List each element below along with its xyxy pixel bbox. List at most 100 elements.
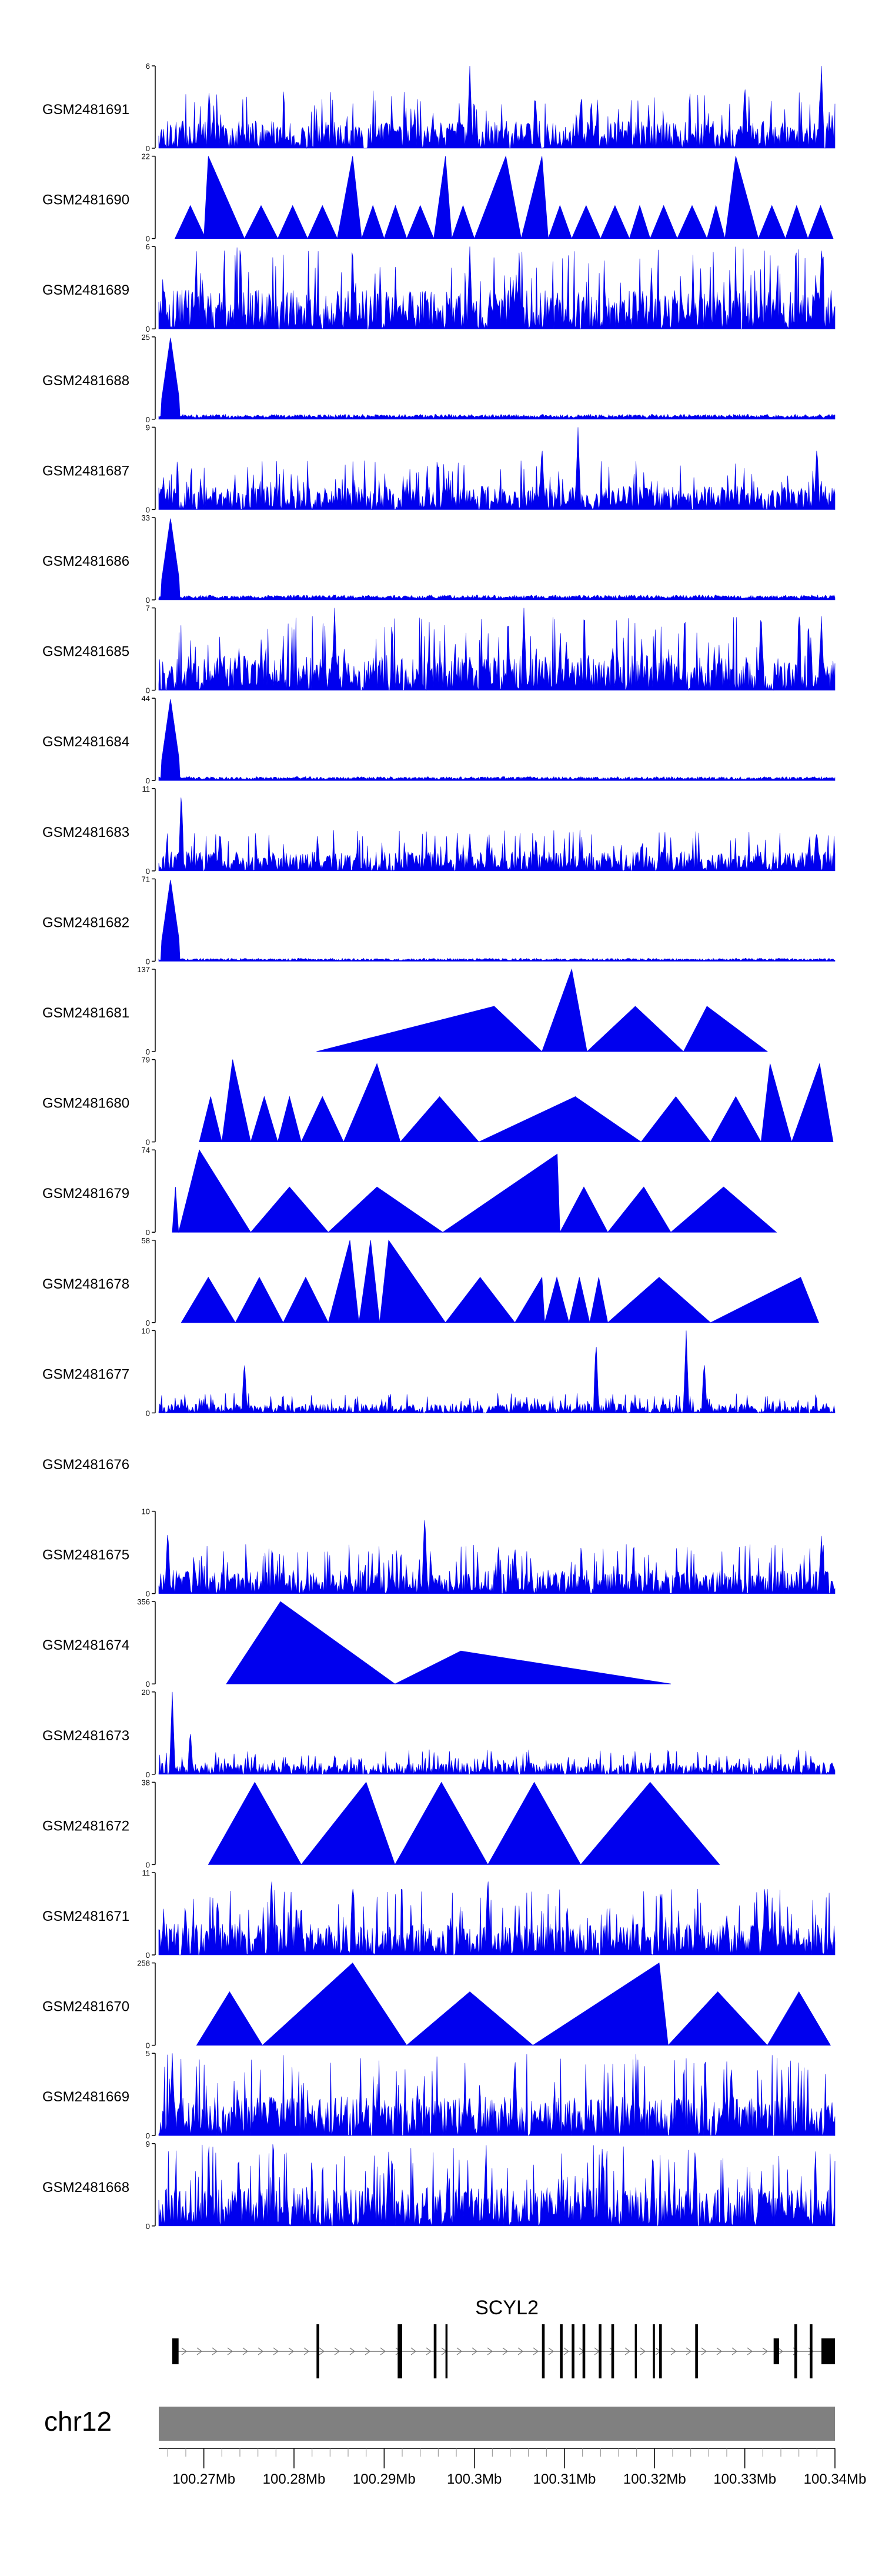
track-GSM2481689: GSM2481689 6 0	[42, 242, 836, 333]
coverage-peak	[307, 205, 338, 239]
track-label: GSM2481668	[42, 2180, 129, 2195]
coverage-peak	[262, 1962, 407, 2046]
track-GSM2481672: GSM2481672 38 0	[42, 1778, 720, 1869]
strand-arrow	[777, 2347, 783, 2355]
y-max-label: 7	[146, 604, 150, 613]
coverage-peak	[474, 155, 522, 239]
coverage-peak	[532, 1962, 669, 2046]
track-GSM2481677: GSM2481677 10 0	[42, 1326, 836, 1417]
coverage-peak	[383, 205, 407, 239]
coverage-peak	[767, 1991, 831, 2046]
track-label: GSM2481684	[42, 734, 129, 750]
y-max-label: 58	[142, 1236, 150, 1245]
track-label: GSM2481674	[42, 1637, 129, 1653]
y-min-label: 0	[146, 235, 150, 243]
track-label: GSM2481681	[42, 1005, 129, 1021]
y-min-label: 0	[146, 1047, 150, 1056]
track-GSM2481669: GSM2481669 5 0	[42, 2049, 836, 2140]
gene-exon	[572, 2324, 574, 2378]
track-label: GSM2481682	[42, 915, 129, 930]
gene-track: SCYL2	[172, 2297, 835, 2378]
coverage-area	[158, 518, 836, 600]
coverage-peak	[758, 205, 786, 239]
track-GSM2481676: GSM2481676	[42, 1457, 129, 1473]
coverage-peak	[361, 205, 385, 239]
track-GSM2481678: GSM2481678 58 0	[42, 1236, 819, 1327]
track-GSM2481679: GSM2481679 74 0	[42, 1146, 777, 1237]
track-label: GSM2481686	[42, 553, 129, 569]
coverage-peak	[520, 156, 549, 239]
strand-arrow	[273, 2347, 279, 2355]
coverage-peak	[395, 1781, 489, 1865]
gene-exon	[821, 2338, 835, 2364]
coverage-area	[158, 1881, 836, 1956]
coverage-peak	[277, 205, 308, 239]
strand-arrow	[410, 2347, 416, 2355]
coverage-peak	[785, 205, 808, 239]
coverage-peak	[586, 1006, 684, 1052]
coverage-peak	[300, 1096, 344, 1142]
coverage-peak	[250, 1186, 329, 1233]
strand-arrow	[517, 2347, 523, 2355]
coverage-peak	[547, 205, 572, 239]
track-GSM2481682: GSM2481682 71 0	[42, 875, 836, 966]
gene-exon	[542, 2324, 545, 2378]
track-label: GSM2481687	[42, 463, 129, 479]
strand-arrow	[365, 2347, 370, 2355]
coverage-peak	[379, 1239, 446, 1323]
coverage-peak	[282, 1276, 329, 1323]
strand-arrow	[731, 2347, 737, 2355]
gene-exon	[773, 2338, 779, 2364]
coverage-peak	[559, 1186, 609, 1233]
strand-arrow	[288, 2347, 294, 2355]
coverage-peak	[328, 1186, 444, 1233]
coverage-peak	[395, 1650, 671, 1684]
coverage-peak	[445, 1277, 516, 1323]
coverage-peak	[706, 205, 726, 239]
y-min-label: 0	[146, 505, 150, 514]
gene-exon	[397, 2324, 402, 2378]
gene-label: SCYL2	[475, 2297, 539, 2319]
coverage-peak	[724, 156, 759, 239]
track-label: GSM2481685	[42, 644, 129, 660]
coverage-peak	[406, 205, 435, 239]
track-label: GSM2481670	[42, 1999, 129, 2015]
strand-arrow	[472, 2347, 477, 2355]
y-min-label: 0	[146, 1590, 150, 1599]
coverage-peak	[607, 1186, 671, 1233]
y-min-label: 0	[146, 2222, 150, 2231]
y-min-label: 0	[146, 1228, 150, 1237]
gene-exon	[794, 2324, 797, 2378]
coverage-area	[158, 65, 836, 149]
strand-arrow	[747, 2347, 753, 2355]
y-min-label: 0	[146, 2041, 150, 2050]
coverage-peak	[300, 1781, 396, 1865]
x-tick-label: 100.28Mb	[263, 2471, 326, 2487]
strand-arrow	[349, 2347, 355, 2355]
coverage-peak	[600, 205, 630, 239]
coverage-area	[158, 798, 836, 872]
y-max-label: 9	[146, 2140, 150, 2148]
gene-exon	[316, 2324, 319, 2378]
y-max-label: 9	[146, 423, 150, 432]
coverage-peak	[172, 1187, 179, 1233]
track-GSM2481680: GSM2481680 79 0	[42, 1056, 834, 1147]
track-label: GSM2481689	[42, 282, 129, 298]
coverage-peak	[328, 1240, 359, 1323]
gene-exon	[653, 2324, 655, 2378]
coverage-area	[158, 246, 836, 330]
coverage-area	[158, 1520, 836, 1594]
strand-arrow	[181, 2347, 187, 2355]
coverage-peak	[542, 968, 587, 1052]
coverage-peak	[589, 1277, 609, 1323]
y-max-label: 79	[142, 1056, 150, 1065]
coverage-peak	[569, 1277, 590, 1323]
y-max-label: 356	[137, 1597, 150, 1606]
y-min-label: 0	[146, 144, 150, 153]
strand-arrow	[686, 2347, 691, 2355]
track-GSM2481685: GSM2481685 7 0	[42, 604, 836, 695]
gene-exon	[445, 2324, 448, 2378]
y-max-label: 20	[142, 1688, 150, 1697]
y-min-label: 0	[146, 1860, 150, 1869]
chromosome-bar	[159, 2407, 835, 2441]
